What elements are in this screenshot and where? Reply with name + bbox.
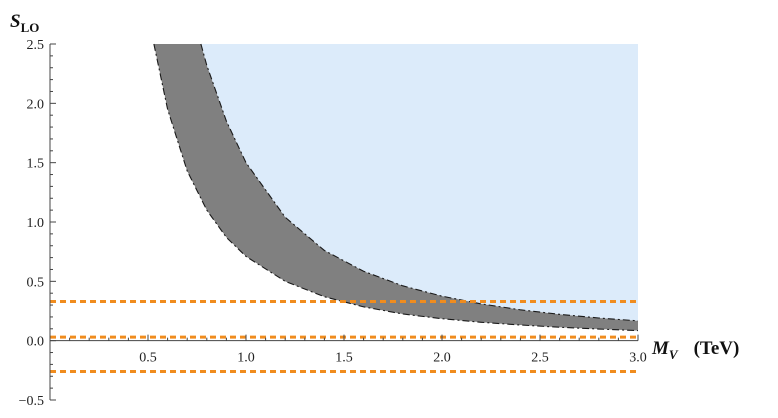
x-tick-label: 1.0 bbox=[237, 351, 255, 366]
y-axis-title: SLO bbox=[10, 11, 39, 35]
y-tick-label: 0.5 bbox=[27, 275, 45, 290]
chart-regions bbox=[153, 43, 639, 332]
x-tick-label: 0.5 bbox=[139, 351, 157, 366]
y-tick-label: 0.0 bbox=[27, 335, 45, 350]
gray-band-fill bbox=[153, 44, 638, 331]
axes bbox=[49, 43, 639, 401]
x-tick-label: 1.5 bbox=[335, 351, 353, 366]
x-tick-label: 2.0 bbox=[433, 351, 451, 366]
x-tick-label: 3.0 bbox=[629, 351, 647, 366]
y-tick-label: 2.5 bbox=[27, 38, 45, 53]
x-tick-label: 2.5 bbox=[531, 351, 549, 366]
tick-labels: −0.5 0.0 0.5 1.0 1.5 2.0 2.5 0.5 1.0 1.5 2.0 2.5 3.0 bbox=[19, 38, 647, 409]
x-axis-title-main: M bbox=[651, 338, 670, 359]
y-tick-label: 1.0 bbox=[27, 216, 45, 231]
axis-titles: SLO MV (TeV) bbox=[10, 11, 739, 362]
y-tick-label: 2.0 bbox=[27, 97, 45, 112]
y-tick-label: 1.5 bbox=[27, 157, 45, 172]
y-axis-title-sub: LO bbox=[21, 20, 40, 35]
y-axis-title-main: S bbox=[10, 11, 21, 32]
allowed-region-fill bbox=[200, 44, 639, 321]
band-lower-boundary bbox=[153, 43, 639, 332]
x-axis-title-sub: V bbox=[669, 347, 679, 362]
x-axis-title-unit: (TeV) bbox=[694, 338, 740, 359]
y-tick-label: −0.5 bbox=[19, 394, 44, 409]
band-upper-boundary bbox=[200, 43, 639, 322]
x-axis-title: MV (TeV) bbox=[651, 338, 739, 362]
